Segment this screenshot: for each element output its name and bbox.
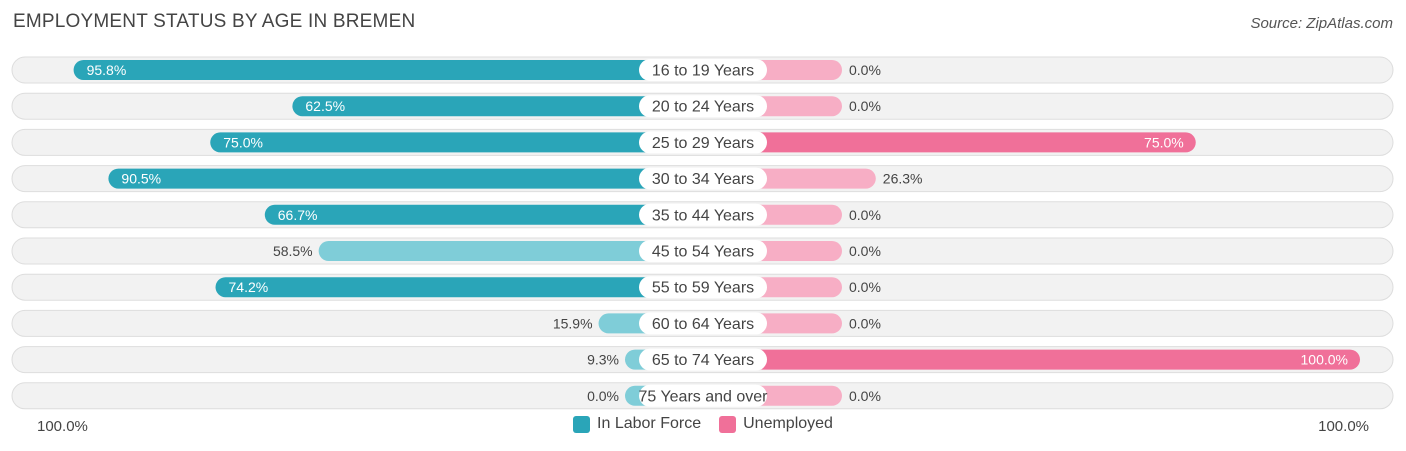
labor-force-bar bbox=[318, 241, 703, 261]
category-pill bbox=[639, 203, 767, 226]
unemployed-value-label: 0.0% bbox=[849, 62, 881, 78]
unemployed-value-label: 0.0% bbox=[849, 315, 881, 331]
legend-item-unemployed: Unemployed bbox=[719, 415, 833, 433]
unemployed-value-label: 0.0% bbox=[849, 243, 881, 259]
legend: In Labor Force Unemployed bbox=[0, 415, 1406, 433]
category-pill bbox=[639, 348, 767, 371]
labor-force-bar bbox=[215, 277, 704, 298]
category-pill bbox=[639, 312, 767, 335]
labor-force-bar bbox=[210, 132, 703, 153]
category-label: 25 to 29 Years bbox=[652, 135, 754, 152]
labor-force-bar bbox=[292, 96, 703, 117]
labor-force-bar bbox=[73, 60, 704, 80]
category-pill bbox=[639, 167, 767, 190]
unemployed-bar bbox=[703, 349, 1360, 370]
unemployed-value-label: 0.0% bbox=[849, 98, 881, 114]
labor-force-value-label: 66.7% bbox=[278, 207, 318, 223]
category-pill bbox=[639, 240, 767, 262]
category-pill bbox=[639, 276, 767, 299]
unemployed-value-label: 75.0% bbox=[1144, 134, 1184, 150]
labor-force-value-label: 90.5% bbox=[121, 171, 161, 187]
axis-left-label: 100.0% bbox=[37, 418, 88, 435]
category-label: 35 to 44 Years bbox=[652, 207, 754, 224]
legend-label-labor-force: In Labor Force bbox=[597, 415, 702, 432]
legend-item-labor-force: In Labor Force bbox=[573, 415, 701, 433]
category-label: 60 to 64 Years bbox=[652, 316, 754, 333]
category-label: 75 Years and over bbox=[639, 388, 769, 405]
legend-swatch-unemployed bbox=[719, 415, 737, 433]
category-label: 65 to 74 Years bbox=[652, 352, 754, 369]
labor-force-value-label: 9.3% bbox=[587, 352, 619, 368]
unemployed-value-label: 0.0% bbox=[849, 388, 881, 404]
labor-force-bar bbox=[108, 168, 704, 189]
category-pill bbox=[639, 384, 767, 407]
labor-force-value-label: 75.0% bbox=[223, 134, 263, 150]
axis-right-label: 100.0% bbox=[1318, 418, 1369, 435]
labor-force-value-label: 74.2% bbox=[229, 279, 269, 295]
unemployed-value-label: 0.0% bbox=[849, 207, 881, 223]
source-label: Source: ZipAtlas.com bbox=[1250, 15, 1393, 32]
category-label: 16 to 19 Years bbox=[652, 63, 754, 80]
chart-title: EMPLOYMENT STATUS BY AGE IN BREMEN bbox=[13, 11, 416, 32]
category-pill bbox=[639, 131, 767, 154]
category-label: 55 to 59 Years bbox=[652, 280, 754, 297]
legend-label-unemployed: Unemployed bbox=[743, 415, 833, 432]
category-label: 45 to 54 Years bbox=[652, 244, 754, 261]
labor-force-bar bbox=[264, 204, 703, 225]
labor-force-value-label: 15.9% bbox=[553, 315, 593, 331]
category-label: 20 to 24 Years bbox=[652, 99, 754, 116]
unemployed-value-label: 26.3% bbox=[883, 171, 923, 187]
unemployed-value-label: 0.0% bbox=[849, 279, 881, 295]
labor-force-value-label: 0.0% bbox=[587, 388, 619, 404]
category-pill bbox=[639, 95, 767, 118]
unemployed-bar bbox=[703, 132, 1196, 153]
labor-force-value-label: 62.5% bbox=[305, 98, 345, 114]
category-label: 30 to 34 Years bbox=[652, 171, 754, 188]
category-pill bbox=[639, 59, 767, 81]
unemployed-value-label: 100.0% bbox=[1301, 352, 1348, 368]
legend-swatch-labor-force bbox=[573, 415, 591, 433]
labor-force-value-label: 58.5% bbox=[273, 243, 313, 259]
labor-force-value-label: 95.8% bbox=[87, 62, 127, 78]
